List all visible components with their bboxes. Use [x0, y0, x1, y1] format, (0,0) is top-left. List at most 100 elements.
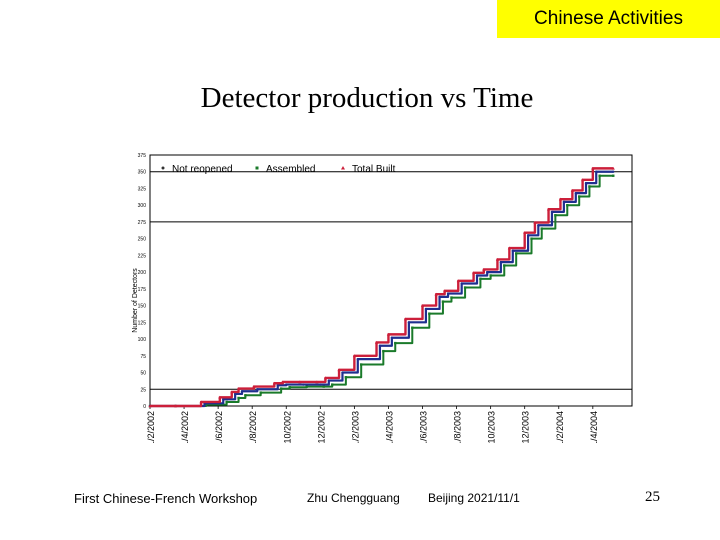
data-point [218, 395, 222, 399]
data-point [327, 379, 331, 382]
data-point [323, 376, 328, 380]
data-point [199, 400, 203, 404]
x-tick-label: 1/4/2002 [180, 411, 190, 443]
x-tick-label: 1/4/2004 [589, 411, 599, 443]
data-point [233, 392, 237, 396]
x-tick-label: 1/10/2003 [487, 411, 497, 443]
data-point [374, 340, 379, 344]
data-point [148, 404, 152, 408]
x-tick-label: 1/4/2003 [384, 411, 394, 443]
data-point [530, 237, 533, 240]
data-point [472, 271, 476, 275]
y-tick-label: 175 [138, 287, 147, 293]
data-point [570, 188, 574, 192]
data-point [337, 368, 341, 372]
x-tick-label: 1/12/2002 [316, 411, 326, 443]
data-point [562, 200, 566, 204]
data-point [279, 387, 283, 390]
data-point [428, 312, 431, 315]
data-point [341, 371, 344, 374]
data-point [550, 210, 554, 214]
y-tick-label: 375 [138, 153, 147, 159]
data-point [514, 252, 518, 255]
data-point [495, 257, 500, 261]
data-point [443, 289, 447, 293]
y-axis-label: Number of Detectors [132, 268, 139, 333]
data-point [407, 321, 411, 324]
data-point [595, 170, 598, 173]
y-tick-label: 325 [138, 186, 147, 192]
data-point [205, 403, 208, 406]
legend-marker-triangle [341, 166, 345, 170]
data-point [225, 400, 228, 404]
data-point [482, 267, 486, 271]
data-point [259, 391, 262, 394]
data-point [315, 380, 319, 384]
data-point [475, 274, 479, 277]
data-point [591, 166, 595, 170]
data-point [460, 282, 463, 285]
data-point [331, 383, 334, 386]
data-point [537, 224, 540, 227]
x-tick-label: 1/6/2003 [419, 411, 429, 443]
data-point [554, 214, 557, 217]
data-point [411, 326, 414, 329]
x-tick-label: 1/8/2002 [248, 411, 258, 443]
y-tick-label: 150 [138, 304, 147, 310]
series-line-not-reopened [150, 170, 614, 408]
y-tick-label: 350 [138, 170, 147, 176]
y-tick-label: 25 [140, 387, 146, 393]
data-point [420, 304, 425, 307]
y-tick-label: 275 [138, 220, 147, 226]
y-tick-label: 225 [138, 253, 147, 259]
data-point [319, 383, 322, 386]
series-line-total-built [150, 167, 614, 408]
data-point [584, 181, 588, 185]
legend-label: Assembled [266, 164, 315, 175]
data-point [612, 174, 615, 177]
data-point [612, 170, 615, 173]
data-point [424, 307, 428, 311]
data-point [237, 396, 240, 400]
slide-title: Detector production vs Time [200, 82, 534, 114]
legend-label: Not reopened [172, 164, 233, 175]
data-point [486, 270, 489, 274]
y-tick-label: 0 [143, 404, 146, 410]
footer-author: Zhu Chengguang [307, 491, 400, 505]
x-tick-label: 1/2/2002 [146, 411, 156, 443]
data-point [244, 394, 247, 397]
data-point [566, 204, 569, 207]
y-tick-label: 300 [138, 203, 147, 209]
data-point [489, 274, 492, 277]
corner-tag: Chinese Activities [497, 0, 720, 38]
data-point [302, 383, 305, 386]
data-point [173, 404, 178, 408]
data-point [230, 390, 234, 394]
data-point [236, 387, 241, 390]
data-point [378, 344, 382, 347]
data-point [588, 185, 591, 188]
data-point [558, 197, 563, 201]
y-tick-label: 250 [138, 237, 147, 243]
x-tick-label: 1/2/2004 [555, 411, 565, 443]
data-point [507, 246, 511, 250]
data-point [574, 191, 577, 195]
series-line-assembled [150, 174, 614, 407]
data-point [523, 231, 527, 234]
data-point [611, 166, 615, 170]
data-point [256, 388, 259, 391]
data-point [394, 341, 397, 345]
data-point [305, 385, 308, 388]
legend-marker-square [255, 166, 259, 170]
data-point [352, 354, 356, 358]
x-tick-label: 1/12/2003 [521, 411, 531, 443]
data-point [222, 398, 225, 401]
data-point [511, 249, 514, 252]
data-point [581, 178, 585, 182]
x-tick-label: 1/8/2003 [453, 411, 463, 443]
data-point [390, 336, 394, 339]
legend-marker-dot [161, 166, 165, 170]
data-point [281, 380, 285, 384]
data-point [322, 385, 325, 388]
data-point [298, 380, 302, 384]
